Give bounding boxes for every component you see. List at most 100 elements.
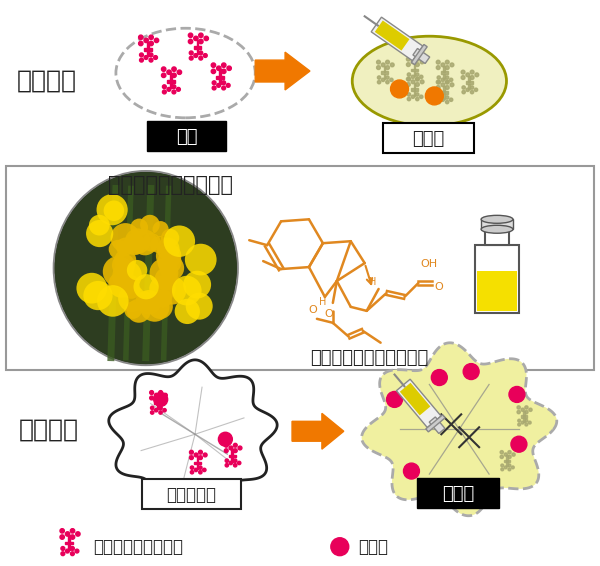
- Ellipse shape: [70, 552, 74, 556]
- Ellipse shape: [60, 535, 64, 539]
- Ellipse shape: [224, 449, 228, 453]
- Ellipse shape: [190, 466, 194, 469]
- Bar: [194, 46, 202, 49]
- Circle shape: [127, 299, 151, 323]
- Ellipse shape: [445, 80, 449, 84]
- Bar: [441, 71, 448, 74]
- Bar: [144, 48, 152, 51]
- Ellipse shape: [377, 60, 380, 64]
- Ellipse shape: [500, 455, 503, 458]
- Ellipse shape: [163, 85, 166, 89]
- Ellipse shape: [61, 552, 65, 556]
- Circle shape: [511, 436, 527, 452]
- Text: 分裂酵母: 分裂酵母: [16, 69, 76, 93]
- Circle shape: [463, 363, 479, 380]
- Circle shape: [157, 250, 182, 274]
- Ellipse shape: [504, 466, 507, 469]
- Ellipse shape: [508, 455, 511, 458]
- Ellipse shape: [199, 33, 203, 37]
- Bar: [157, 404, 158, 409]
- Bar: [506, 456, 508, 461]
- Ellipse shape: [227, 66, 232, 70]
- Ellipse shape: [222, 86, 226, 90]
- Ellipse shape: [238, 461, 241, 465]
- Ellipse shape: [407, 97, 410, 101]
- Ellipse shape: [225, 459, 229, 462]
- Ellipse shape: [65, 549, 69, 553]
- Ellipse shape: [445, 80, 449, 84]
- Bar: [475, 245, 519, 313]
- Text: 生育可: 生育可: [412, 130, 445, 148]
- Ellipse shape: [450, 83, 454, 87]
- Ellipse shape: [194, 468, 197, 471]
- Circle shape: [175, 299, 200, 324]
- Bar: [167, 80, 175, 83]
- Bar: [232, 449, 233, 455]
- Circle shape: [115, 249, 136, 271]
- Ellipse shape: [406, 63, 410, 67]
- Circle shape: [76, 273, 107, 303]
- Ellipse shape: [217, 66, 221, 70]
- Ellipse shape: [521, 408, 524, 411]
- Ellipse shape: [163, 393, 167, 397]
- FancyArrow shape: [255, 52, 310, 90]
- Ellipse shape: [199, 466, 202, 469]
- Text: OH: OH: [421, 259, 437, 269]
- Ellipse shape: [386, 60, 389, 64]
- FancyBboxPatch shape: [147, 121, 226, 151]
- Ellipse shape: [436, 66, 440, 70]
- Bar: [523, 417, 524, 422]
- Ellipse shape: [70, 529, 75, 533]
- Text: ヒト４４型キネシン: ヒト４４型キネシン: [93, 538, 183, 556]
- Bar: [485, 229, 509, 245]
- Ellipse shape: [199, 470, 202, 474]
- Ellipse shape: [221, 63, 226, 67]
- Ellipse shape: [470, 86, 473, 89]
- Bar: [65, 542, 73, 544]
- Ellipse shape: [377, 66, 380, 70]
- Circle shape: [136, 291, 154, 308]
- Ellipse shape: [525, 406, 528, 409]
- Ellipse shape: [415, 77, 419, 81]
- Ellipse shape: [149, 53, 153, 57]
- Ellipse shape: [233, 459, 237, 462]
- Ellipse shape: [229, 446, 233, 450]
- Ellipse shape: [517, 410, 520, 414]
- Ellipse shape: [529, 421, 531, 424]
- Ellipse shape: [212, 86, 216, 90]
- Ellipse shape: [149, 58, 153, 62]
- Ellipse shape: [411, 60, 415, 64]
- FancyBboxPatch shape: [142, 479, 241, 509]
- Ellipse shape: [437, 96, 440, 99]
- FancyArrow shape: [292, 413, 344, 449]
- Circle shape: [122, 280, 140, 299]
- Text: O: O: [325, 309, 333, 319]
- Ellipse shape: [233, 443, 237, 447]
- Bar: [521, 415, 527, 418]
- Circle shape: [186, 293, 213, 320]
- Bar: [466, 82, 473, 84]
- Ellipse shape: [436, 85, 440, 89]
- Bar: [504, 460, 510, 462]
- Ellipse shape: [140, 53, 143, 57]
- Ellipse shape: [525, 419, 528, 422]
- Polygon shape: [362, 343, 557, 516]
- Ellipse shape: [437, 100, 440, 104]
- Circle shape: [125, 229, 151, 254]
- Ellipse shape: [163, 90, 166, 94]
- Circle shape: [160, 256, 184, 280]
- Text: H: H: [368, 277, 376, 287]
- Circle shape: [97, 285, 128, 317]
- Circle shape: [403, 463, 419, 479]
- Circle shape: [122, 275, 140, 293]
- Circle shape: [127, 260, 148, 280]
- Text: 乳癌細胞: 乳癌細胞: [19, 417, 79, 441]
- Ellipse shape: [449, 98, 453, 101]
- Circle shape: [103, 256, 134, 287]
- Ellipse shape: [188, 33, 193, 37]
- Ellipse shape: [151, 406, 154, 410]
- Circle shape: [154, 289, 172, 308]
- Ellipse shape: [60, 529, 64, 533]
- Ellipse shape: [445, 66, 449, 70]
- Ellipse shape: [199, 451, 202, 454]
